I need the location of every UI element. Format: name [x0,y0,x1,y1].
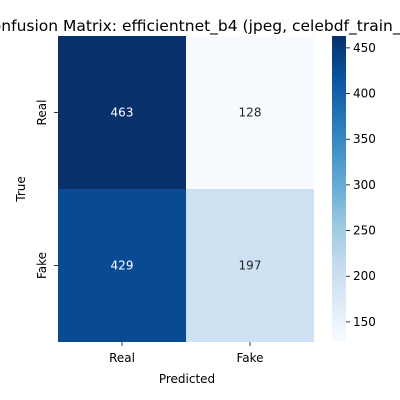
colorbar-tick-label: 300 [353,178,376,192]
colorbar-tick-label: 250 [353,224,376,238]
y-axis-label: True [14,176,28,203]
x-tick-label: Real [109,351,135,365]
colorbar [332,36,346,342]
cell-value-label: 429 [111,259,134,273]
colorbar-tick-label: 200 [353,269,376,283]
y-tick-label: Fake [35,252,49,279]
x-axis-ticks: Real Fake [109,342,264,365]
colorbar-tick-label: 350 [353,132,376,146]
heatmap-cell [58,36,186,189]
colorbar-tick-label: 400 [353,87,376,101]
heatmap-cell [186,189,314,342]
y-axis-ticks: Real Fake [35,100,58,279]
heatmap-cell [58,189,186,342]
colorbar-tick-label: 150 [353,315,376,329]
cell-value-label: 463 [111,106,134,120]
heatmap-cells [58,36,314,342]
colorbar-tick-label: 450 [353,41,376,55]
heatmap-cell-labels: 463 128 429 197 [111,106,262,273]
colorbar-ticks: 150 200 250 300 350 400 450 [346,41,376,329]
heatmap-cell [186,36,314,189]
x-axis-label: Predicted [159,372,215,386]
y-tick-label: Real [35,100,49,126]
cell-value-label: 197 [239,259,262,273]
cell-value-label: 128 [239,106,262,120]
chart-title: Confusion Matrix: efficientnet_b4 (jpeg,… [0,17,400,36]
x-tick-label: Fake [236,351,263,365]
